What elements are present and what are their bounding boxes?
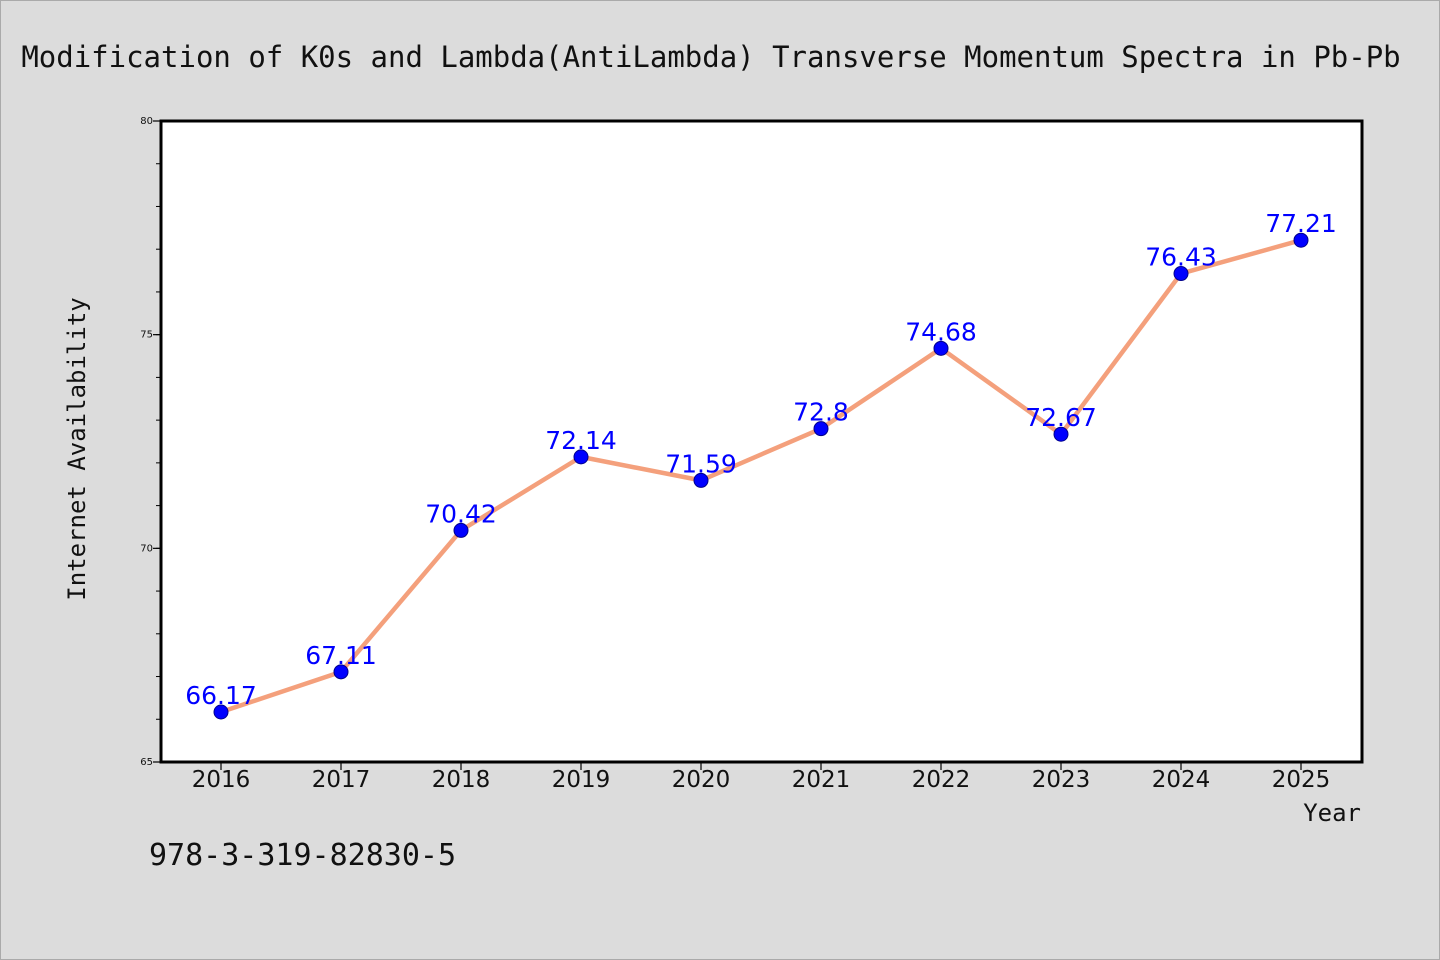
data-label: 71.59: [665, 449, 737, 478]
x-tick-label: 2020: [672, 767, 731, 793]
x-tick-label: 2022: [912, 767, 971, 793]
data-point: [1293, 232, 1309, 248]
y-tick-label: 70: [140, 543, 153, 554]
data-point: [573, 449, 589, 465]
series-line: [218, 237, 1304, 715]
isbn-text: 978-3-319-82830-5: [149, 838, 456, 873]
data-label: 72.14: [545, 426, 617, 455]
x-tick-label: 2023: [1032, 767, 1091, 793]
data-label: 67.11: [305, 641, 377, 670]
data-point: [813, 421, 829, 437]
data-label: 77.21: [1265, 209, 1337, 238]
data-label: 70.42: [425, 499, 497, 528]
data-point: [693, 472, 709, 488]
y-tick-label: 75: [140, 330, 153, 341]
y-tick-label: 80: [140, 116, 153, 127]
data-point: [1173, 266, 1189, 282]
data-point: [1053, 426, 1069, 442]
data-point: [933, 340, 949, 356]
plot-area: [161, 121, 1362, 762]
x-tick-label: 2019: [552, 767, 611, 793]
data-label: 74.68: [905, 317, 977, 346]
x-axis-ticks: 2016 2017 2018 2019 2020 2021 2022 2023 2024 2025: [192, 762, 1331, 793]
data-label: 72.67: [1025, 403, 1097, 432]
data-label: 72.8: [793, 398, 849, 427]
x-axis-label: Year: [1303, 799, 1361, 827]
y-axis-label: Internet Availability: [63, 297, 91, 600]
plot-frame: [159, 119, 1364, 764]
data-markers: [213, 232, 1309, 720]
chart-title: Modification of K0s and Lambda(AntiLambd…: [21, 40, 1400, 74]
data-point: [213, 704, 229, 720]
x-tick-label: 2018: [432, 767, 491, 793]
x-tick-label: 2025: [1272, 767, 1331, 793]
x-tick-label: 2024: [1152, 767, 1211, 793]
data-labels: 66.17 67.11 70.42 72.14 71.59 72.8 74.68 72.67 7…: [185, 209, 1337, 710]
x-tick-label: 2021: [792, 767, 851, 793]
y-tick-label: 65: [140, 757, 153, 768]
data-label: 76.43: [1145, 243, 1217, 272]
data-label: 66.17: [185, 681, 257, 710]
data-point: [453, 522, 469, 538]
data-point: [333, 664, 349, 680]
x-tick-label: 2017: [312, 767, 371, 793]
x-tick-label: 2016: [192, 767, 251, 793]
y-axis-ticks: 65 70 75 80: [140, 116, 161, 768]
